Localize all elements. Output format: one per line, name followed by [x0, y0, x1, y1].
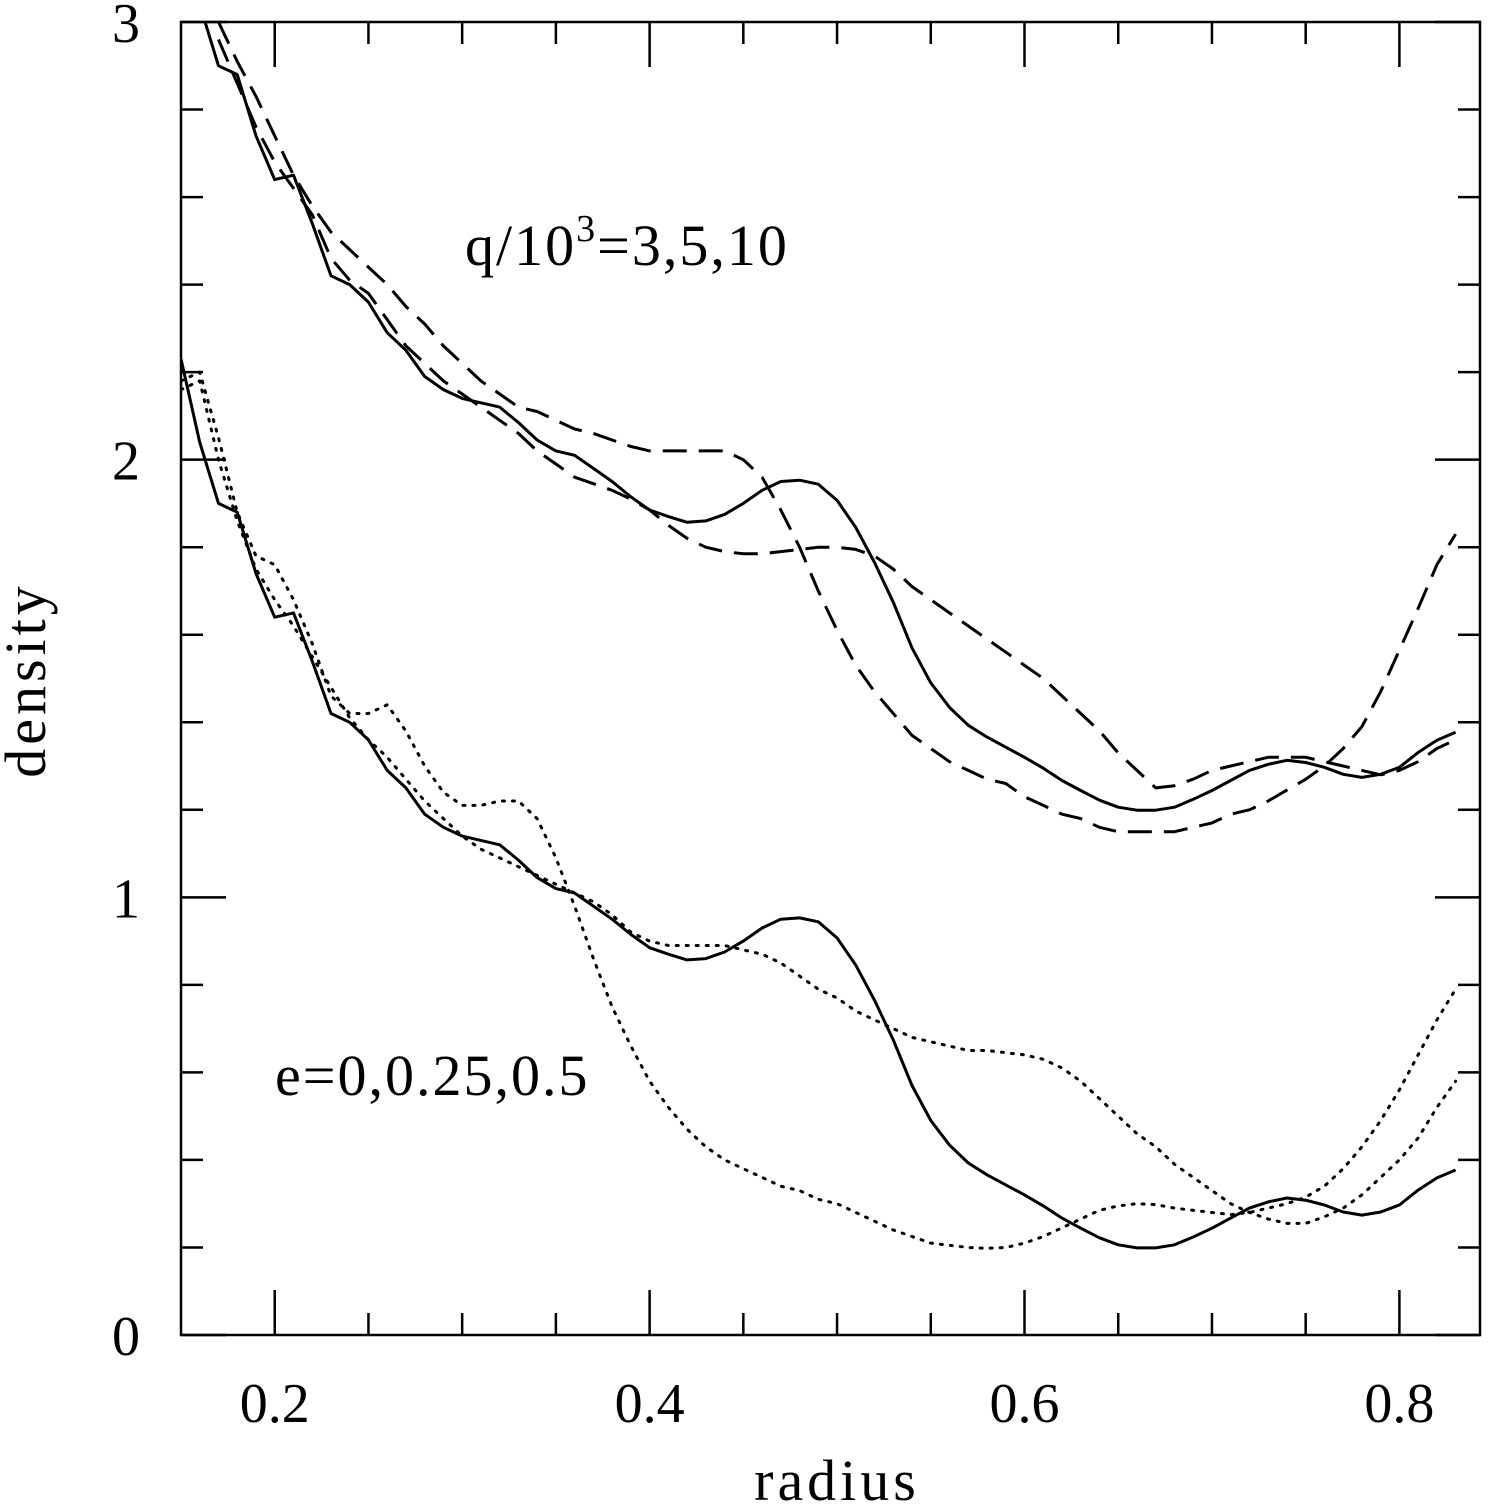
- annotation-text: q/10: [465, 213, 576, 278]
- y-axis-label: density: [0, 582, 58, 778]
- annotation: q/103=3,5,10: [465, 208, 789, 278]
- data-line: [217, 38, 1457, 790]
- y-tick-label: 3: [112, 0, 140, 55]
- plot-frame: [179, 20, 1482, 1337]
- data-line: [181, 370, 1458, 1250]
- annotation-text: e=0,0.25,0.5: [275, 1043, 589, 1108]
- plot-lines: [181, 22, 1458, 1250]
- y-tick-label: 1: [112, 868, 140, 930]
- x-tick-label: 0.8: [1364, 1373, 1434, 1435]
- annotation-superscript: 3: [576, 208, 597, 250]
- data-line: [181, 358, 1457, 1250]
- x-tick-label: 0.6: [990, 1373, 1060, 1435]
- annotation-text: =3,5,10: [597, 213, 789, 278]
- data-line: [203, 22, 1457, 812]
- data-line: [217, 22, 1457, 834]
- y-tick-label: 2: [112, 431, 140, 493]
- data-line: [181, 379, 1458, 1225]
- x-tick-label: 0.4: [615, 1373, 685, 1435]
- x-tick-label: 0.2: [240, 1373, 310, 1435]
- annotation: e=0,0.25,0.5: [275, 1043, 589, 1108]
- x-axis-label: radius: [754, 1448, 920, 1505]
- y-tick-label: 0: [112, 1306, 140, 1368]
